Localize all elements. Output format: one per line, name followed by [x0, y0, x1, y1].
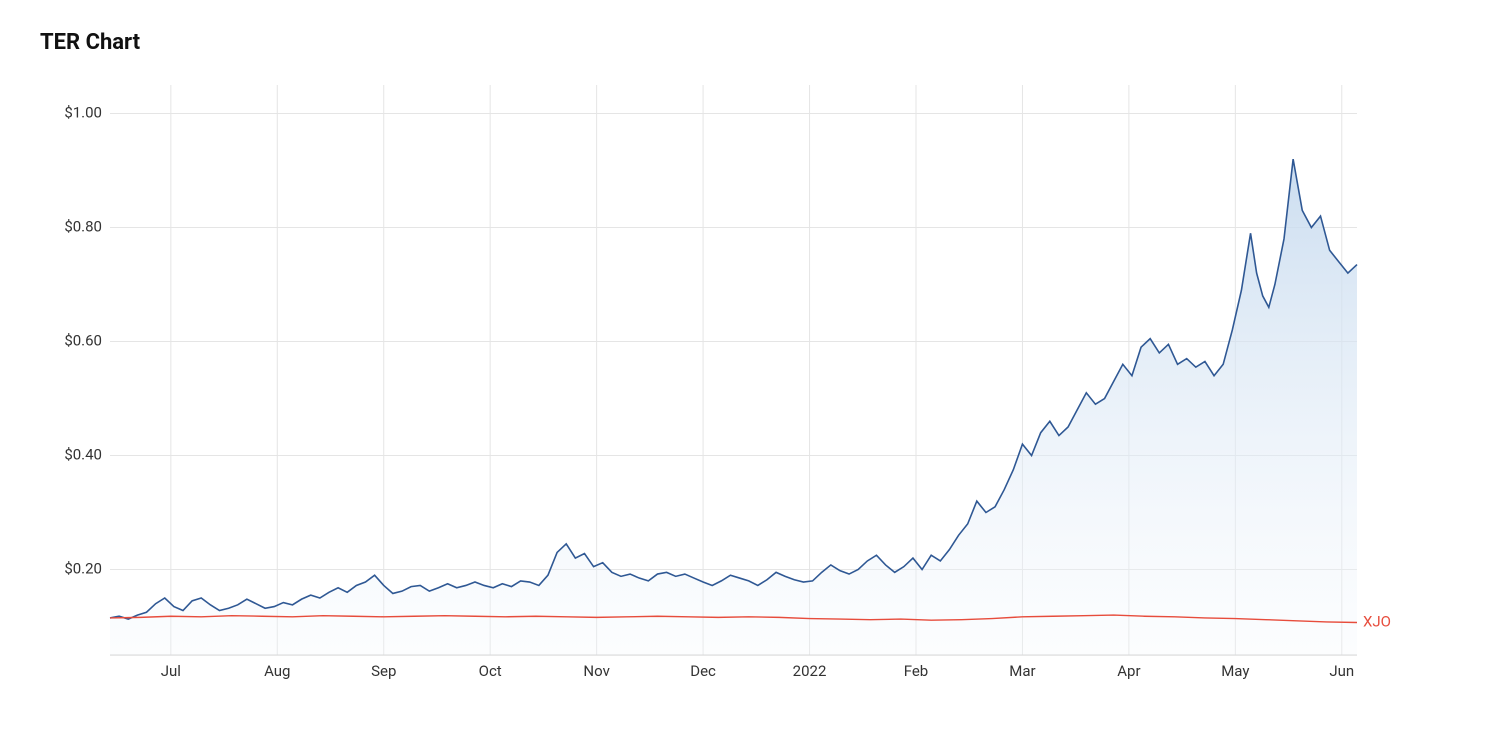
svg-text:$0.60: $0.60	[64, 331, 102, 349]
svg-text:Dec: Dec	[690, 662, 716, 680]
svg-text:Apr: Apr	[1117, 662, 1140, 680]
series-end-label-XJO: XJO	[1363, 612, 1391, 630]
svg-text:May: May	[1221, 662, 1249, 680]
svg-text:$1.00: $1.00	[64, 103, 102, 121]
chart-container: TER Chart $0.20 $0.40 $0.60 $0.80 $1.00 Jul Au…	[0, 0, 1487, 746]
svg-text:Mar: Mar	[1009, 662, 1035, 680]
svg-text:2022: 2022	[793, 662, 827, 680]
svg-text:Sep: Sep	[371, 662, 396, 680]
svg-text:Nov: Nov	[583, 662, 609, 680]
svg-text:$0.20: $0.20	[64, 559, 102, 577]
svg-text:$0.80: $0.80	[64, 217, 102, 235]
series-area-TER	[110, 159, 1357, 655]
svg-text:Feb: Feb	[904, 662, 929, 680]
svg-text:Jul: Jul	[161, 662, 181, 680]
svg-text:$0.40: $0.40	[64, 445, 102, 463]
svg-text:Oct: Oct	[479, 662, 502, 680]
svg-text:Jun: Jun	[1329, 662, 1354, 680]
chart-title: TER Chart	[40, 30, 1447, 55]
chart-svg: $0.20 $0.40 $0.60 $0.80 $1.00 Jul Aug Sep Oct Nov…	[40, 75, 1447, 695]
svg-text:Aug: Aug	[264, 662, 290, 680]
chart-plot-area[interactable]: $0.20 $0.40 $0.60 $0.80 $1.00 Jul Aug Sep Oct Nov…	[40, 75, 1447, 695]
